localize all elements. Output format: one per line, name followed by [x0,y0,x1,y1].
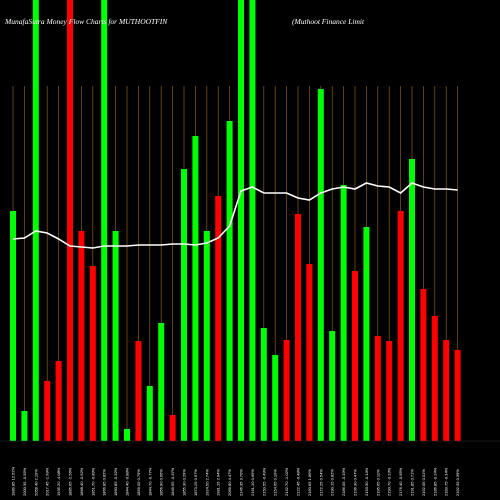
x-tick-label: 2176.40 -0.65% [398,467,403,496]
bar-35 [397,211,404,441]
bar-34 [386,341,393,441]
bar-33 [374,336,381,441]
bar-30 [340,185,347,441]
bar-28 [317,89,324,441]
x-tick-label: 2196.30 0.47% [353,469,358,496]
bar-20 [226,121,233,441]
bar-25 [283,340,290,441]
bar-14 [158,323,165,441]
x-tick-label: 2122.45 -0.48% [296,467,301,496]
bar-23 [260,328,267,441]
bar-18 [203,231,210,441]
x-tick-label: 1868.40 -0.92% [79,467,84,496]
x-tick-label: 2186.85 -0.24% [432,467,437,496]
x-tick-label: 1860.85 -0.32% [113,467,118,496]
bar-24 [272,355,279,441]
x-tick-label: 2150.55 -0.49% [261,467,266,496]
bar-19 [215,196,222,441]
bar-4 [44,381,51,441]
bar-31 [352,271,358,441]
x-tick-label: 2154.65 0.19% [273,469,278,496]
x-tick-label: 2192.05 0.01% [421,469,426,496]
bar-26 [295,214,301,441]
x-tick-label: 2160.65 1.80% [307,469,312,496]
x-tick-label: 1856.90 0.66% [159,469,164,496]
x-tick-label: 1885.65 -2.56% [68,467,73,496]
x-tick-label: 2069.80 4.47% [227,469,232,496]
x-tick-label: 1935.20 -4.08% [56,467,61,496]
x-tick-label: 2132.70 -1.02% [284,467,289,496]
x-tick-label: 2191.85 0.71% [410,469,415,496]
bar-3 [32,0,39,441]
x-tick-label: 2000.35 -0.55% [22,467,27,496]
bar-2 [21,411,28,441]
x-tick-label: 2161.10 0.69% [250,469,255,496]
bar-6 [67,0,73,441]
x-tick-label: 2190.70 -0.23% [387,467,392,496]
bar-17 [192,136,199,441]
bar-5 [55,361,62,441]
bar-32 [363,227,370,441]
x-tick-label: 2058.40 2.19% [33,469,38,496]
bar-38 [431,316,438,441]
bar-27 [306,264,313,441]
bar-10 [112,231,119,441]
bar-15 [169,415,176,441]
bar-21 [238,0,244,441]
x-tick-label: 2193.30 -0.14% [364,467,369,496]
x-tick-label: 2190.15 0.82% [330,469,335,496]
x-tick-label: 2146.35 3.70% [239,469,244,496]
price-line [12,182,458,249]
x-tick-label: 1981.15 2.94% [216,469,221,496]
bar-7 [78,231,85,441]
x-tick-label: 1855.30 0.29% [182,469,187,496]
chart-title-left: MunafaSutra Money Flow Charts for MUTHOO… [4,17,168,26]
bar-37 [420,289,427,441]
x-tick-label: 1873.25 0.97% [193,469,198,496]
x-tick-label: 2017.45 -1.99% [45,467,50,496]
x-tick-label: 2186.05 -0.19% [341,467,346,496]
bars [10,0,461,441]
bar-39 [443,340,450,441]
x-tick-label: 1844.40 -0.88% [125,467,130,496]
x-tick-label: 1851.70 -0.89% [90,467,95,496]
bar-9 [101,0,108,441]
bar-11 [124,429,130,441]
bar-1 [10,211,16,441]
bar-16 [181,169,187,441]
bar-8 [89,266,96,441]
x-tick-label: 2195.65 0.11% [375,469,380,496]
bar-40 [454,350,461,441]
x-tick-label: 1924.50 2.74% [204,469,209,496]
x-tick-label: 2183.75 -0.14% [444,467,449,496]
x-tick-label: 2192.35 0.39% [455,469,460,496]
x-tick-label: 1989.85 12.62% [11,466,16,496]
bar-13 [146,386,153,441]
bar-22 [249,0,256,441]
bar-29 [329,331,336,441]
x-tick-labels: 1989.85 12.62% 2000.35 -0.55% 2058.40 2.19… [11,466,461,496]
x-tick-label: 1849.95 -0.37% [170,467,175,496]
chart-title-right: (Muthoot Finance Limit [292,17,365,26]
x-tick-label: 2172.25 0.54% [318,469,323,496]
x-tick-label: 1866.85 0.82% [102,469,107,496]
x-tick-label: 1859.05 0.79% [136,469,141,496]
x-tick-label: 1844.70 -0.77% [147,467,152,496]
bar-36 [409,159,415,441]
bar-12 [135,341,142,441]
